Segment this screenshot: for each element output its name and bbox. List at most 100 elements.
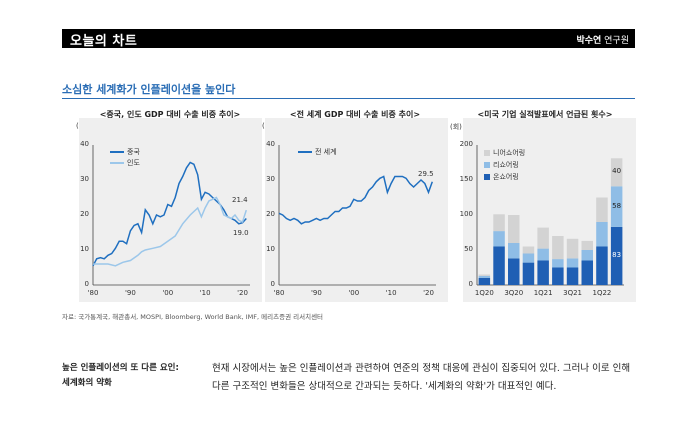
chart3-bar-2Q20-1 <box>493 246 505 285</box>
chart1-xtick: '00 <box>162 289 174 297</box>
chart1-panel-bg <box>79 118 262 302</box>
legend-label: 니어쇼어링 <box>493 149 526 157</box>
chart3-xtick: 1Q20 <box>474 289 494 297</box>
chart1-xtick: '80 <box>87 289 99 297</box>
chart3-unit: (회) <box>450 123 462 131</box>
chart1-ytick: 30 <box>80 175 89 183</box>
chart3-bar-2Q22-1 <box>610 226 623 285</box>
chart2-legend-item: 전 세계 <box>298 147 337 157</box>
legend-label: 전 세계 <box>315 148 337 156</box>
chart3-xtick: 3Q21 <box>563 289 582 297</box>
chart3-bar-1Q22-2 <box>596 222 608 247</box>
header-bar: 오늘의 차트 박수연 연구원 <box>62 29 635 49</box>
headline: 소심한 세계화가 인플레이션을 높인다 <box>62 83 236 96</box>
chart3-bar-1Q20-2 <box>478 275 491 278</box>
section-title: 오늘의 차트 <box>70 34 138 49</box>
chart2-title: <전 세계 GDP 대비 수출 비중 추이> <box>289 110 421 119</box>
chart2-xtick: '20 <box>423 289 434 297</box>
author-name: 박수연 <box>576 36 602 46</box>
author: 박수연 연구원 <box>576 33 629 46</box>
chart3-bar-4Q21-2 <box>581 250 593 261</box>
chart3-ytick: 0 <box>468 280 473 288</box>
sidebar-heading: 높은 인플레이션의 또 다른 요인: 세계화의 약화 <box>62 361 179 391</box>
chart3-bar-2Q22-2 <box>610 186 623 227</box>
headline-rule <box>62 98 635 99</box>
chart2-xtick: '00 <box>348 289 360 297</box>
chart2-series-1-line <box>278 175 434 225</box>
chart3-title: <미국 기업 실적발표에서 언급된 횟수> <box>477 110 613 119</box>
chart3-bar-1Q20-3 <box>478 274 491 276</box>
chart3-legend-item: 리쇼어링 <box>484 160 519 170</box>
chart3-bar-2Q20-3 <box>493 214 505 232</box>
chart3-xtick: 1Q21 <box>533 289 553 297</box>
chart3-label-onshore: 83 <box>612 250 622 259</box>
chart2-ytick: 0 <box>270 280 275 288</box>
chart3-panel-bg <box>463 118 636 302</box>
legend-swatch <box>298 151 312 153</box>
chart2-label-world: 29.5 <box>418 170 434 178</box>
legend-label: 인도 <box>127 159 140 167</box>
chart3-bar-2Q20-2 <box>493 231 505 247</box>
chart3-label-nearshore: 40 <box>612 167 622 176</box>
chart1-xtick: '90 <box>124 289 136 297</box>
legend-swatch <box>484 162 490 168</box>
body-paragraph: 현재 시장에서는 높은 인플레이션과 관련하여 연준의 정책 대응에 관심이 집… <box>212 363 631 392</box>
chart3-bar-3Q21-3 <box>566 238 579 259</box>
chart1-label-india: 21.4 <box>232 196 248 204</box>
chart1-ytick: 10 <box>80 245 89 253</box>
chart3-bar-4Q20-2 <box>522 253 535 263</box>
chart3-bar-3Q20-3 <box>508 215 520 243</box>
chart3-bar-1Q22-3 <box>596 197 608 222</box>
chart3-bar-2Q21-2 <box>552 259 564 268</box>
chart2-ytick: 20 <box>266 210 275 218</box>
chart3-ytick: 200 <box>459 140 473 148</box>
chart3-bar-1Q21-1 <box>537 260 549 285</box>
chart3-legend-item: 온쇼어링 <box>484 172 519 182</box>
legend-swatch <box>110 162 124 164</box>
chart2-ytick: 30 <box>266 175 275 183</box>
chart3-legend-item: 니어쇼어링 <box>484 148 525 158</box>
chart3-bar-2Q22-3 <box>610 158 623 187</box>
chart2-xtick: '80 <box>273 289 285 297</box>
author-role: 연구원 <box>604 36 629 46</box>
chart3-bar-1Q20-1 <box>478 278 491 285</box>
legend-swatch <box>484 174 490 180</box>
sidebar-line-2: 세계화의 약화 <box>62 378 112 388</box>
chart1-ytick: 20 <box>80 210 89 218</box>
chart1-xtick: '10 <box>199 289 211 297</box>
chart2-ytick: 40 <box>266 140 275 148</box>
chart2-panel-bg <box>265 118 448 302</box>
chart3-label-reshore: 58 <box>612 201 622 210</box>
legend-label: 온쇼어링 <box>493 173 519 181</box>
chart1-ytick: 40 <box>80 140 89 148</box>
chart1-series-2-line <box>93 196 248 267</box>
chart3-bar-4Q21-1 <box>581 260 593 285</box>
chart2-xtick: '10 <box>385 289 397 297</box>
chart2-xtick: '90 <box>310 289 322 297</box>
chart3-bar-2Q21-1 <box>552 267 564 285</box>
chart3-bar-1Q21-2 <box>537 248 549 261</box>
chart3-bar-3Q21-2 <box>566 258 579 268</box>
chart3-bar-4Q21-3 <box>581 240 593 250</box>
legend-label: 리쇼어링 <box>493 161 519 169</box>
chart2-ytick: 10 <box>266 245 275 253</box>
legend-label: 중국 <box>127 148 140 156</box>
chart3-bar-3Q21-1 <box>566 267 579 285</box>
legend-swatch <box>110 151 124 153</box>
chart3-bar-3Q20-2 <box>508 243 520 259</box>
chart3-ytick: 100 <box>459 210 473 218</box>
source-note: 자료: 국가통계국, 해관총서, MOSPI, Bloomberg, World… <box>62 313 324 321</box>
chart3-xtick: 3Q20 <box>504 289 524 297</box>
chart1-legend-item: 중국 <box>110 147 140 157</box>
chart3-bar-4Q20-3 <box>522 246 535 254</box>
chart1-legend-item: 인도 <box>110 158 140 168</box>
legend-swatch <box>484 150 490 156</box>
chart3-bar-3Q20-1 <box>508 258 520 285</box>
chart3-ytick: 50 <box>464 245 473 253</box>
chart1-label-china: 19.0 <box>233 229 249 237</box>
chart1-xtick: '20 <box>237 289 248 297</box>
chart3-bar-1Q22-1 <box>596 246 608 285</box>
chart3-bar-4Q20-1 <box>522 262 535 285</box>
chart3-bar-1Q21-3 <box>537 227 549 249</box>
